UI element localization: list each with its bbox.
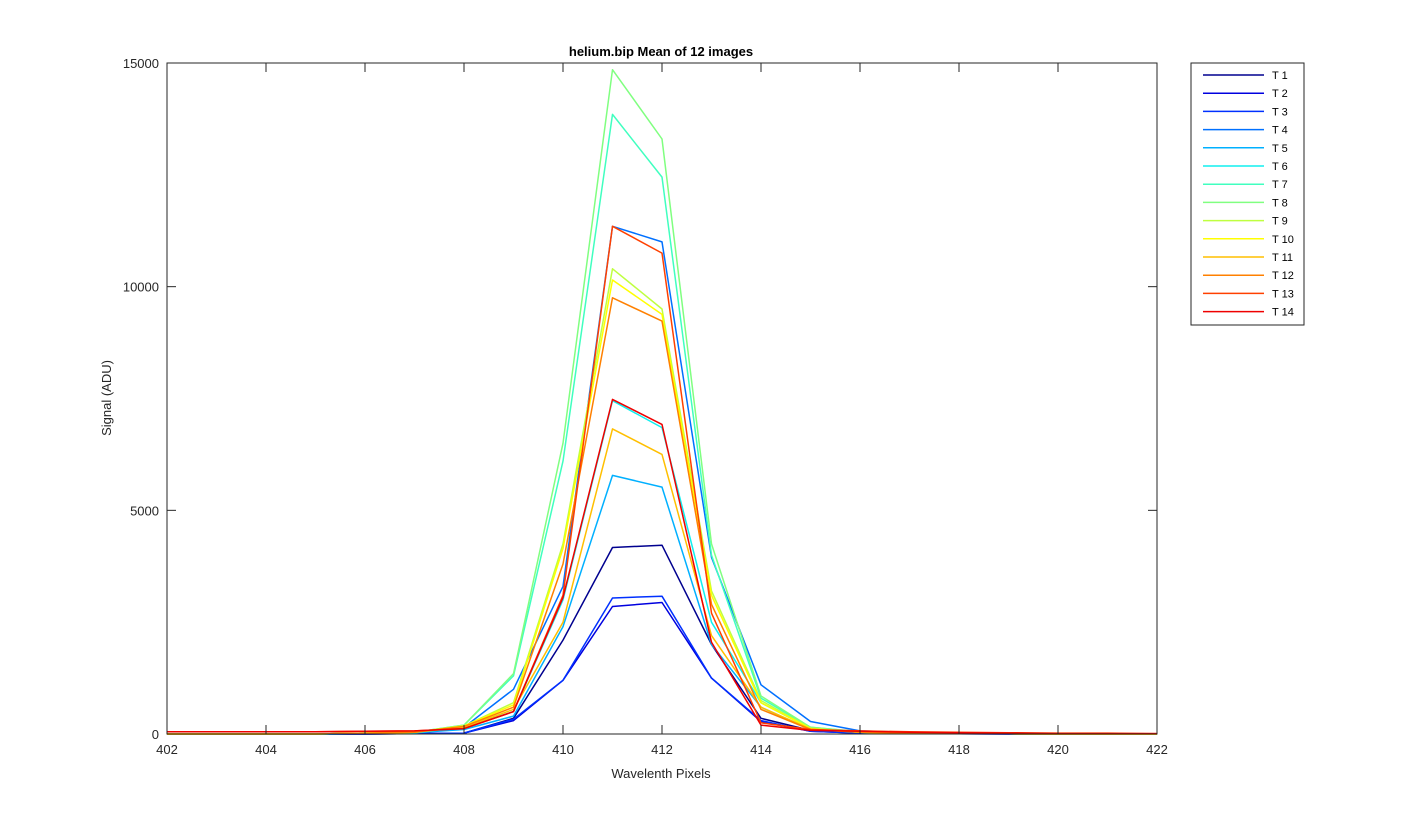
legend-label: T 1: [1272, 70, 1288, 82]
x-axis-label: Wavelenth Pixels: [611, 766, 711, 781]
chart-title: helium.bip Mean of 12 images: [569, 44, 753, 59]
legend-label: T 4: [1272, 125, 1288, 137]
plot-area: [167, 63, 1157, 734]
y-axis-ticks: 0 5000 10000 15000: [123, 56, 1157, 742]
x-tick-label: 406: [354, 742, 376, 757]
x-tick-label: 422: [1146, 742, 1168, 757]
y-axis-label: Signal (ADU): [99, 360, 114, 436]
legend-label: T 12: [1272, 270, 1294, 282]
x-axis-ticks: 402 404 406 408 410 412 414 416 418 420 422: [156, 63, 1168, 757]
legend-label: T 2: [1272, 88, 1288, 100]
legend-label: T 5: [1272, 143, 1288, 155]
x-tick-label: 412: [651, 742, 673, 757]
legend-label: T 14: [1272, 307, 1294, 319]
y-tick-label: 15000: [123, 56, 159, 71]
legend-label: T 10: [1272, 234, 1294, 246]
x-tick-label: 404: [255, 742, 277, 757]
x-tick-label: 414: [750, 742, 772, 757]
legend-label: T 8: [1272, 197, 1288, 209]
legend-label: T 7: [1272, 179, 1288, 191]
x-tick-label: 410: [552, 742, 574, 757]
legend-box: [1190, 62, 1305, 326]
y-tick-label: 5000: [130, 503, 159, 518]
legend-label: T 3: [1272, 106, 1288, 118]
legend: T 1 T 2 T 3 T 4 T 5 T 6 T 7 T 8 T 9 T 10 T 11 T 12 T…: [1190, 62, 1305, 326]
legend-label: T 6: [1272, 161, 1288, 173]
legend-label: T 9: [1272, 216, 1288, 228]
legend-label: T 13: [1272, 288, 1294, 300]
y-tick-label: 10000: [123, 280, 159, 295]
x-tick-label: 416: [849, 742, 871, 757]
x-tick-label: 418: [948, 742, 970, 757]
x-tick-label: 402: [156, 742, 178, 757]
legend-label: T 11: [1272, 252, 1293, 264]
x-tick-label: 408: [453, 742, 475, 757]
y-tick-label: 0: [152, 727, 159, 742]
x-tick-label: 420: [1047, 742, 1069, 757]
series-line-14: [167, 398, 1157, 735]
